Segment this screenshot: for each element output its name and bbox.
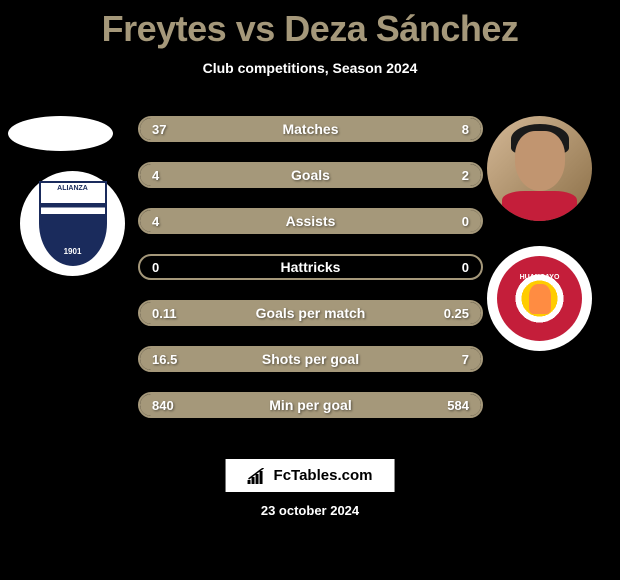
stat-label: Shots per goal <box>140 351 481 367</box>
player2-club-logo: HUANCAYO <box>487 246 592 351</box>
brand-badge: FcTables.com <box>226 459 395 492</box>
brand-chart-icon <box>248 468 268 484</box>
player1-club-logo: ALIANZA 1901 <box>20 171 125 276</box>
stat-value-right: 0 <box>462 260 469 275</box>
footer-date: 23 october 2024 <box>0 503 620 518</box>
stat-label: Goals <box>140 167 481 183</box>
stat-row: 0.11Goals per match0.25 <box>138 300 483 326</box>
stat-label: Matches <box>140 121 481 137</box>
club1-name: ALIANZA <box>41 185 105 192</box>
stat-row: 4Assists0 <box>138 208 483 234</box>
stat-label: Goals per match <box>140 305 481 321</box>
stats-rows: 37Matches84Goals24Assists00Hattricks00.1… <box>138 116 483 438</box>
player2-avatar <box>487 116 592 221</box>
stat-value-right: 0 <box>462 214 469 229</box>
stat-row: 16.5Shots per goal7 <box>138 346 483 372</box>
comparison-subtitle: Club competitions, Season 2024 <box>0 60 620 76</box>
stat-value-right: 0.25 <box>444 306 469 321</box>
stat-value-right: 7 <box>462 352 469 367</box>
stat-value-right: 8 <box>462 122 469 137</box>
player1-avatar <box>8 116 113 151</box>
stat-label: Hattricks <box>140 259 481 275</box>
stat-row: 0Hattricks0 <box>138 254 483 280</box>
stat-row: 37Matches8 <box>138 116 483 142</box>
club1-year: 1901 <box>41 247 105 256</box>
stat-value-right: 2 <box>462 168 469 183</box>
stat-label: Assists <box>140 213 481 229</box>
stat-label: Min per goal <box>140 397 481 413</box>
comparison-title: Freytes vs Deza Sánchez <box>0 0 620 50</box>
stat-row: 4Goals2 <box>138 162 483 188</box>
brand-text: FcTables.com <box>274 467 373 484</box>
club2-name: HUANCAYO <box>520 274 560 281</box>
stat-value-right: 584 <box>447 398 469 413</box>
stat-row: 840Min per goal584 <box>138 392 483 418</box>
